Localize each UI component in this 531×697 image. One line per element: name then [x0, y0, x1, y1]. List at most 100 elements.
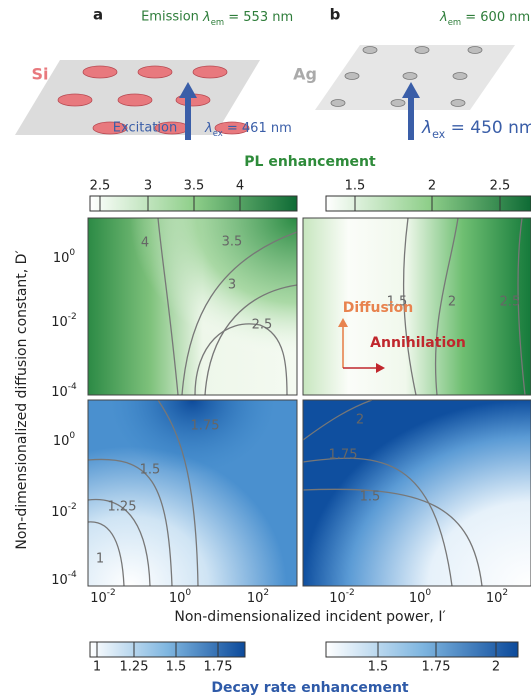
wavelength-symbol: λ	[439, 10, 448, 25]
tick-label: 100	[53, 248, 76, 266]
tick-exp: 0	[69, 431, 75, 441]
tick-exp: 0	[185, 588, 191, 598]
colorbar	[89, 641, 246, 658]
wavelength: λex = 450 nm	[421, 118, 531, 141]
tick-base: 10	[247, 591, 264, 606]
contour-label: 1.5	[360, 490, 381, 505]
material-label: Ag	[293, 65, 317, 84]
tick-label: 10-4	[51, 382, 77, 400]
tick-exp: 0	[425, 588, 431, 598]
tick-exp: -2	[68, 312, 77, 322]
colorbar-tick-label: 1.75	[204, 660, 233, 675]
contour-label: 4	[141, 236, 149, 251]
wavelength: λem = 553 nm	[202, 10, 293, 27]
panel-b-illustration	[315, 45, 515, 140]
contour-label: 1.75	[329, 448, 358, 463]
arrow-label: Diffusion	[343, 300, 413, 316]
tick-base: 10	[329, 591, 346, 606]
contour-label: 2	[448, 295, 456, 310]
colorbar-tick-label: 1.5	[166, 660, 187, 675]
tick-label: 100	[53, 431, 76, 449]
tick-label: 102	[486, 588, 508, 606]
contour-label: 3	[228, 278, 236, 293]
tick-base: 10	[53, 434, 70, 449]
tick-exp: 2	[502, 588, 508, 598]
tick-base: 10	[169, 591, 186, 606]
tick-base: 10	[53, 251, 70, 266]
colorbar-tick-label: 4	[236, 179, 244, 194]
tick-exp: 0	[69, 248, 75, 258]
tick-label: 100	[169, 588, 192, 606]
excitation-label: Excitation	[113, 121, 177, 136]
wavelength-text: = 450 nm	[445, 118, 531, 138]
contour-label: 1	[96, 552, 104, 567]
heatmap-overlay	[88, 218, 297, 395]
tick-label: 100	[409, 588, 432, 606]
contour-label: 2	[356, 413, 364, 428]
material-label: Si	[31, 65, 48, 84]
contour-label: 3.5	[222, 235, 243, 250]
wavelength-sub: ex	[213, 128, 223, 138]
tick-label: 10-2	[51, 502, 77, 520]
tick-label: 10-2	[51, 312, 77, 330]
x-axis-label: Non-dimensionalized incident power, I′	[174, 609, 445, 625]
wavelength-text: = 600 nm	[461, 10, 530, 25]
colorbar	[325, 195, 531, 212]
tick-exp: -4	[68, 570, 77, 580]
colorbar-title: PL enhancement	[244, 154, 376, 170]
tick-base: 10	[409, 591, 426, 606]
colorbar-tick-label: 3	[144, 179, 152, 194]
wavelength-symbol: λ	[204, 121, 213, 136]
colorbar-tick-label: 1.5	[345, 179, 366, 194]
tick-base: 10	[51, 505, 68, 520]
tick-label: 102	[247, 588, 269, 606]
wavelength-sub: em	[211, 17, 224, 27]
arrows-overlay	[338, 318, 385, 373]
tick-base: 10	[51, 315, 68, 330]
contour-label: 1.75	[191, 419, 220, 434]
colorbar-tick-label: 1	[93, 660, 101, 675]
tick-base: 10	[90, 591, 107, 606]
tick-exp: -2	[107, 588, 116, 598]
colorbar-tick-label: 1.75	[422, 660, 451, 675]
colorbar-tick-label: 2.5	[490, 179, 511, 194]
panel-label: a	[93, 6, 103, 24]
contour-label: 1.25	[108, 500, 137, 515]
wavelength: λex = 461 nm	[204, 121, 292, 138]
wavelength-sub: em	[448, 17, 461, 27]
panel-label: b	[330, 6, 341, 24]
colorbar-tick-label: 2	[492, 660, 500, 675]
tick-label: 10-4	[51, 570, 77, 588]
tick-base: 10	[486, 591, 503, 606]
heatmap-overlay	[88, 400, 297, 586]
wavelength-symbol: λ	[421, 118, 432, 138]
emission-label: Emission	[141, 10, 199, 25]
wavelength-sub: ex	[432, 128, 446, 141]
tick-base: 10	[51, 573, 68, 588]
contours	[87, 217, 526, 587]
colorbar-tick-label: 2.5	[90, 179, 111, 194]
contour-label: 2.5	[252, 318, 273, 333]
colorbar-tick-label: 1.5	[368, 660, 389, 675]
wavelength-symbol: λ	[202, 10, 211, 25]
colorbar-tick-label: 1.25	[120, 660, 149, 675]
contour-label: 2.5	[500, 295, 521, 310]
wavelength: λem = 600 nm	[439, 10, 530, 27]
tick-label: 10-2	[329, 588, 355, 606]
colorbar-tick-label: 2	[428, 179, 436, 194]
wavelength-text: = 553 nm	[224, 10, 293, 25]
colorbar-title: Decay rate enhancement	[211, 680, 409, 696]
colorbar-tick-label: 3.5	[184, 179, 205, 194]
panel-a-illustration	[15, 60, 260, 140]
tick-exp: -2	[68, 502, 77, 512]
tick-exp: 2	[263, 588, 269, 598]
colorbar	[325, 641, 519, 658]
tick-exp: -2	[346, 588, 355, 598]
arrow-label: Annihilation	[370, 335, 466, 351]
wavelength-text: = 461 nm	[223, 121, 292, 136]
contour-label: 1.5	[140, 463, 161, 478]
heatmap	[303, 400, 531, 586]
tick-label: 10-2	[90, 588, 116, 606]
heatmap	[303, 218, 531, 395]
